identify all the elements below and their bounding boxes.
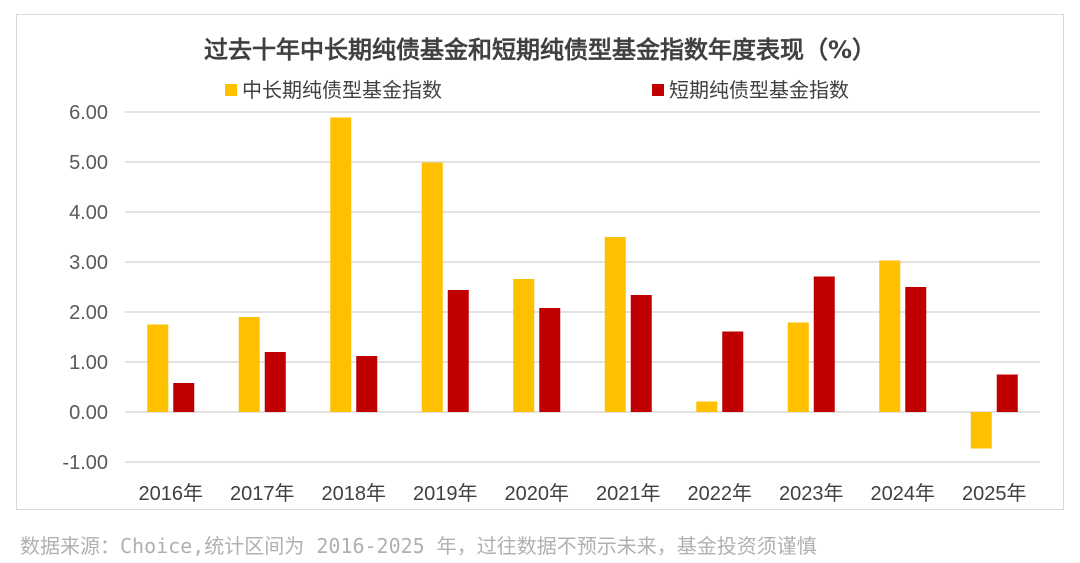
x-tick-label: 2017年	[230, 482, 295, 505]
x-tick-label: 2022年	[688, 482, 753, 505]
bar-mid-long-2	[330, 117, 352, 412]
legend: 中长期纯债型基金指数 短期纯债型基金指数	[225, 79, 849, 102]
x-tick-label: 2019年	[413, 482, 478, 505]
legend-label: 中长期纯债型基金指数	[242, 79, 442, 102]
y-tick-label: 2.00	[69, 302, 108, 324]
source-note: 数据来源：Choice,统计区间为 2016-2025 年，过往数据不预示未来，…	[20, 534, 817, 558]
bar-chart: 6.005.004.003.002.001.000.00-1.00 2016年 2…	[62, 79, 1040, 505]
x-tick-label: 2024年	[871, 482, 936, 505]
x-tick-label: 2025年	[962, 482, 1027, 505]
bars	[147, 117, 1018, 449]
y-tick-label: 0.00	[69, 402, 108, 424]
bar-short-3	[447, 290, 469, 412]
bar-mid-long-4	[513, 279, 535, 412]
bar-short-4	[539, 308, 561, 412]
x-tick-label: 2023年	[779, 482, 844, 505]
bar-short-1	[264, 352, 286, 412]
y-tick-label: 5.00	[69, 152, 108, 174]
x-tick-label: 2020年	[505, 482, 570, 505]
bar-short-9	[996, 374, 1018, 412]
chart-title: 过去十年中长期纯债基金和短期纯债型基金指数年度表现（%）	[203, 36, 877, 64]
bar-mid-long-7	[787, 322, 809, 412]
bar-short-5	[630, 295, 652, 412]
y-tick-label: 6.00	[69, 102, 108, 124]
bar-mid-long-9	[970, 412, 992, 449]
legend-label: 短期纯债型基金指数	[669, 79, 849, 102]
bar-mid-long-3	[421, 162, 443, 412]
bar-short-0	[173, 383, 195, 412]
x-axis-labels: 2016年 2017年 2018年 2019年 2020年 2021年 2022年 2023年…	[139, 482, 1027, 505]
gridlines	[125, 111, 1040, 463]
x-tick-label: 2016年	[139, 482, 204, 505]
bar-mid-long-8	[879, 260, 901, 412]
bar-mid-long-1	[238, 317, 260, 412]
y-tick-label: 3.00	[69, 252, 108, 274]
bar-mid-long-6	[696, 401, 718, 412]
bar-short-6	[722, 331, 744, 412]
y-axis-labels: 6.00 5.00 4.00 3.00 2.00 1.00 0.00 -1.00	[62, 102, 108, 474]
bar-short-8	[905, 287, 927, 412]
y-tick-label: 1.00	[69, 352, 108, 374]
bar-mid-long-0	[147, 324, 169, 412]
legend-swatch	[652, 84, 664, 96]
x-tick-label: 2018年	[322, 482, 387, 505]
bar-short-2	[356, 356, 378, 412]
bar-mid-long-5	[604, 237, 626, 412]
y-tick-label: -1.00	[62, 452, 108, 474]
bar-short-7	[813, 276, 835, 412]
x-tick-label: 2021年	[596, 482, 661, 505]
legend-swatch	[225, 84, 237, 96]
y-tick-label: 4.00	[69, 202, 108, 224]
